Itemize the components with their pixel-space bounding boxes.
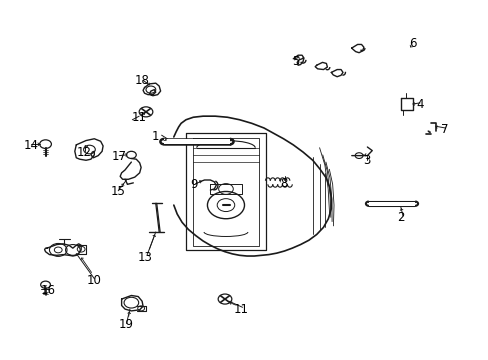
Text: 6: 6: [408, 37, 416, 50]
Text: 11: 11: [233, 303, 248, 316]
Text: 13: 13: [138, 251, 153, 264]
Text: 15: 15: [111, 185, 125, 198]
Text: 10: 10: [87, 274, 102, 287]
Text: 16: 16: [41, 284, 55, 297]
Text: 9: 9: [190, 178, 198, 191]
Text: 18: 18: [134, 74, 149, 87]
Text: 2: 2: [396, 211, 404, 224]
Text: 4: 4: [415, 98, 423, 111]
Bar: [163, 139, 229, 144]
Text: 11: 11: [131, 112, 146, 125]
Text: 1: 1: [151, 130, 159, 144]
Text: 12: 12: [77, 145, 92, 158]
Text: 14: 14: [23, 139, 39, 152]
Bar: [368, 202, 414, 206]
Text: 8: 8: [279, 177, 286, 190]
Text: 5: 5: [291, 55, 299, 68]
Text: 7: 7: [440, 123, 447, 136]
Text: 17: 17: [111, 150, 126, 163]
Text: 3: 3: [362, 154, 369, 167]
Text: 19: 19: [119, 318, 134, 331]
